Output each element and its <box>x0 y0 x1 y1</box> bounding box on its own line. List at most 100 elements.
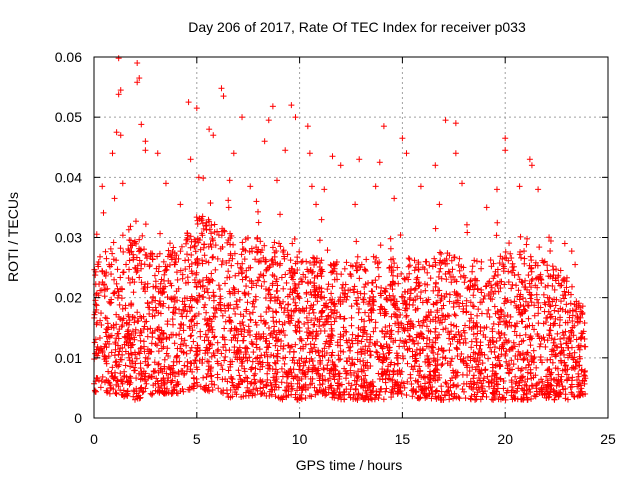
roti-point <box>119 305 126 312</box>
roti-point <box>245 264 252 271</box>
roti-point <box>152 340 159 347</box>
roti-point-highlight <box>337 162 344 169</box>
roti-point <box>111 289 118 296</box>
roti-point <box>580 372 587 379</box>
roti-point <box>147 325 154 332</box>
roti-point <box>144 299 151 306</box>
roti-point <box>545 394 552 401</box>
roti-point <box>146 261 153 268</box>
roti-point <box>355 324 362 331</box>
roti-point <box>488 284 495 291</box>
roti-point <box>192 279 199 286</box>
roti-point <box>199 293 206 300</box>
roti-point <box>524 235 531 242</box>
roti-point <box>214 371 221 378</box>
roti-point <box>158 339 165 346</box>
roti-point <box>260 254 267 261</box>
roti-point <box>480 295 487 302</box>
roti-point <box>114 377 121 384</box>
roti-point <box>467 299 474 306</box>
roti-point <box>206 295 213 302</box>
roti-point <box>483 282 490 289</box>
roti-point <box>197 246 204 253</box>
roti-point <box>341 265 348 272</box>
roti-point <box>354 253 361 260</box>
roti-point <box>419 387 426 394</box>
roti-point <box>452 374 459 381</box>
roti-point <box>201 252 208 259</box>
roti-point <box>456 255 463 262</box>
roti-point <box>153 375 160 382</box>
roti-point <box>221 280 228 287</box>
roti-point <box>181 371 188 378</box>
roti-point-highlight <box>134 60 141 67</box>
roti-point <box>103 360 110 367</box>
roti-point <box>361 323 368 330</box>
roti-point <box>148 391 155 398</box>
roti-point-highlight <box>308 183 315 190</box>
roti-point <box>157 230 164 237</box>
roti-point <box>300 358 307 365</box>
roti-point <box>477 299 484 306</box>
roti-point <box>446 291 453 298</box>
roti-point <box>542 284 549 291</box>
roti-point <box>459 300 466 307</box>
roti-point <box>157 332 164 339</box>
roti-point <box>367 352 374 359</box>
roti-point <box>292 302 299 309</box>
roti-point-highlight <box>292 114 299 121</box>
roti-point <box>199 232 206 239</box>
roti-point <box>521 387 528 394</box>
roti-point <box>411 286 418 293</box>
roti-point <box>229 379 236 386</box>
roti-point <box>470 286 477 293</box>
roti-point <box>348 314 355 321</box>
roti-point <box>201 304 208 311</box>
roti-point <box>535 304 542 311</box>
roti-point <box>209 386 216 393</box>
roti-point <box>247 366 254 373</box>
roti-point <box>154 342 161 349</box>
roti-point <box>474 312 481 319</box>
roti-point <box>453 372 460 379</box>
roti-point <box>500 385 507 392</box>
roti-point <box>490 275 497 282</box>
roti-point <box>335 352 342 359</box>
roti-point <box>348 371 355 378</box>
roti-point <box>203 226 210 233</box>
roti-point <box>244 357 251 364</box>
roti-point <box>175 371 182 378</box>
roti-point <box>150 293 157 300</box>
roti-point <box>526 361 533 368</box>
roti-point <box>205 259 212 266</box>
roti-point <box>567 300 574 307</box>
roti-point <box>347 367 354 374</box>
roti-point <box>519 318 526 325</box>
roti-point <box>173 332 180 339</box>
roti-point <box>240 393 247 400</box>
roti-point <box>578 366 585 373</box>
roti-point <box>439 360 446 367</box>
roti-point <box>550 376 557 383</box>
roti-point <box>185 256 192 263</box>
roti-point-highlight <box>187 156 194 163</box>
roti-point <box>577 342 584 349</box>
roti-point <box>538 376 545 383</box>
roti-point <box>133 375 140 382</box>
roti-point <box>381 333 388 340</box>
roti-point <box>461 279 468 286</box>
roti-point <box>91 339 98 346</box>
roti-point <box>359 296 366 303</box>
roti-point-highlight <box>572 261 579 268</box>
roti-point <box>345 344 352 351</box>
roti-point <box>411 340 418 347</box>
roti-point <box>135 317 142 324</box>
roti-point <box>383 385 390 392</box>
roti-point <box>574 315 581 322</box>
roti-point <box>561 366 568 373</box>
roti-point <box>201 385 208 392</box>
roti-point <box>507 367 514 374</box>
roti-point <box>502 337 509 344</box>
roti-point <box>512 373 519 380</box>
roti-point <box>375 273 382 280</box>
